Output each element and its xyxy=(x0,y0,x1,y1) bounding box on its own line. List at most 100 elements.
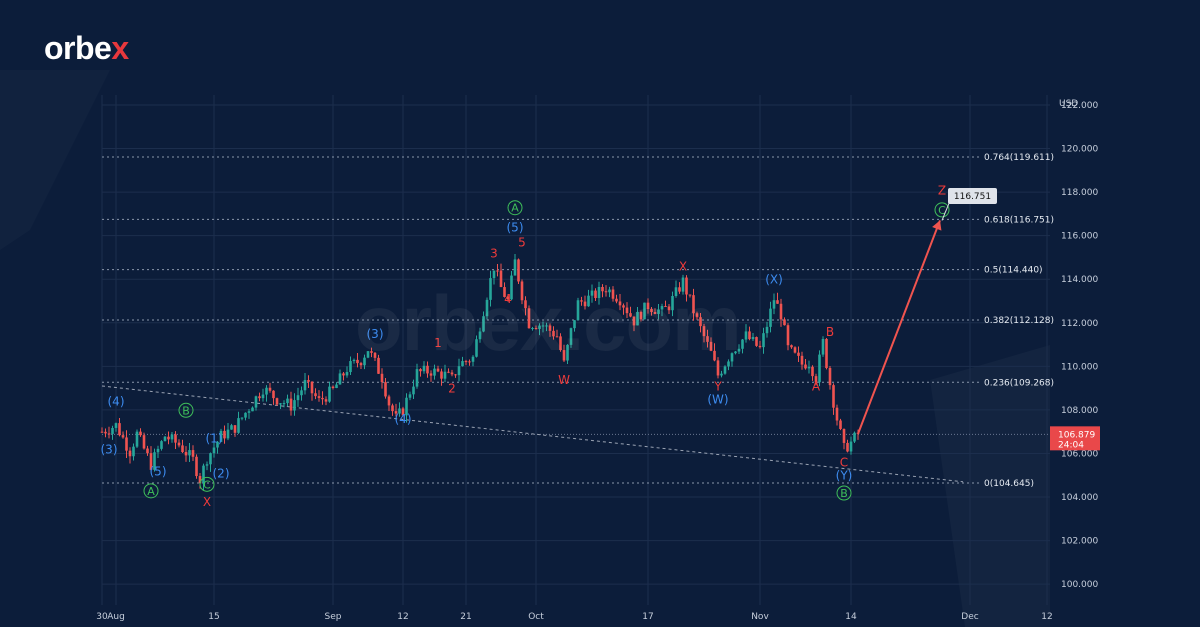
candle-body xyxy=(608,289,611,293)
wave-label: A xyxy=(812,379,821,393)
candle-body xyxy=(293,400,296,411)
candle-body xyxy=(258,396,261,399)
y-tick-label: 100.000 xyxy=(1061,580,1098,590)
candle-body xyxy=(282,403,286,405)
candle-body xyxy=(265,387,268,395)
candle-body xyxy=(440,371,443,379)
candle-body xyxy=(636,311,639,326)
candle-body xyxy=(681,277,685,292)
candle-body xyxy=(660,306,664,310)
candle-body xyxy=(664,306,667,308)
candle-body xyxy=(853,432,856,442)
candle-body xyxy=(730,353,734,362)
candle-body xyxy=(800,355,804,365)
candle-body xyxy=(492,270,496,279)
candle-body xyxy=(450,372,454,375)
candle-body xyxy=(793,347,797,353)
candle-body xyxy=(247,411,251,413)
candle-body xyxy=(723,366,727,374)
candle-body xyxy=(359,363,363,366)
candle-body xyxy=(128,450,132,457)
candle-body xyxy=(489,278,492,300)
current-price-value: 106.879 xyxy=(1058,430,1095,440)
candle-body xyxy=(426,365,429,374)
y-tick-label: 120.000 xyxy=(1061,145,1098,155)
x-tick-label: 14 xyxy=(845,612,857,622)
candle-body xyxy=(356,359,359,364)
wave-label: 2 xyxy=(448,381,456,395)
wave-label: (2) xyxy=(213,466,230,480)
candle-body xyxy=(268,387,272,391)
candle-body xyxy=(779,303,783,320)
candle-body xyxy=(366,351,370,358)
candle-body xyxy=(321,397,324,400)
x-tick-label: 30 xyxy=(96,612,108,622)
candle-body xyxy=(188,450,191,456)
candle-body xyxy=(786,325,790,346)
candle-body xyxy=(751,337,755,340)
target-tag-box xyxy=(948,187,997,204)
candle-body xyxy=(548,325,552,331)
y-tick-label: 122.000 xyxy=(1061,101,1098,111)
candle-body xyxy=(545,325,548,327)
candle-body xyxy=(142,435,146,449)
candle-body xyxy=(814,376,818,383)
candle-body xyxy=(695,313,699,318)
price-axis[interactable]: USD 100.000 102.000 104.000 106.000 108.000 11… xyxy=(1059,99,1098,590)
wave-label: X xyxy=(679,260,687,274)
candle-body xyxy=(307,380,310,382)
candle-body xyxy=(443,371,447,379)
candle-body xyxy=(118,423,121,436)
candle-body xyxy=(713,350,716,361)
candle-body xyxy=(772,300,776,309)
wave-label-circle xyxy=(199,476,215,492)
candle-body xyxy=(433,368,436,376)
candle-body xyxy=(195,456,198,477)
candle-body xyxy=(569,328,573,345)
candle-body xyxy=(457,366,461,376)
candle-body xyxy=(622,305,625,308)
candle-body xyxy=(576,300,580,321)
candle-body xyxy=(632,316,636,326)
wave-label: (5) xyxy=(507,220,524,234)
candle-body xyxy=(671,296,674,311)
candle-body xyxy=(314,393,317,397)
candle-body xyxy=(629,313,632,317)
candle-body xyxy=(419,369,422,372)
projection-arrow xyxy=(857,220,942,435)
candle-body xyxy=(720,373,723,376)
candle-body xyxy=(163,436,167,442)
candle-body xyxy=(107,433,111,435)
projection-line xyxy=(857,220,941,435)
candle-body xyxy=(391,405,394,412)
candle-body xyxy=(111,427,114,434)
projection-arrowhead xyxy=(932,220,942,231)
candle-body xyxy=(254,396,258,408)
logo-text: orbe xyxy=(44,30,112,66)
candle-body xyxy=(160,441,163,449)
candle-body xyxy=(422,365,426,372)
candle-body xyxy=(174,434,177,443)
candle-body xyxy=(538,325,541,329)
candle-body xyxy=(828,368,832,386)
candle-body xyxy=(580,300,583,302)
candle-body xyxy=(758,345,762,348)
candle-body xyxy=(590,290,594,296)
candle-body xyxy=(727,361,730,367)
candle-body xyxy=(205,464,209,466)
candle-body xyxy=(692,295,695,314)
candle-body xyxy=(412,386,415,395)
candle-body xyxy=(230,425,233,430)
time-axis[interactable]: 30 Aug 15 Sep 12 21 Oct 17 Nov 14 Dec 12 xyxy=(96,612,1052,622)
candlesticks xyxy=(100,254,860,491)
candle-body xyxy=(202,465,205,484)
wave-label-circle xyxy=(143,483,159,499)
candle-body xyxy=(468,361,471,363)
wave-label: B xyxy=(182,404,190,417)
candle-body xyxy=(408,394,412,398)
candle-body xyxy=(653,311,657,314)
candle-body xyxy=(363,357,366,366)
candle-body xyxy=(349,361,352,373)
